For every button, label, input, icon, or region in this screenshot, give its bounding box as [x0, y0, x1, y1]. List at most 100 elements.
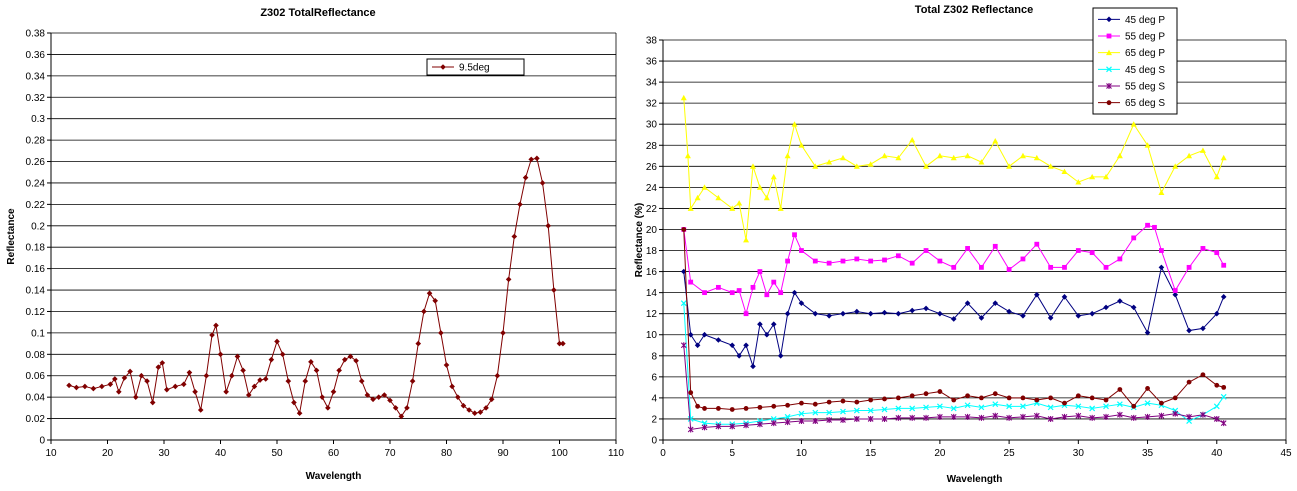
data-point — [923, 404, 929, 411]
y-tick-label: 30 — [646, 120, 658, 131]
data-point — [812, 409, 819, 416]
data-point — [840, 408, 846, 415]
x-tick-label: 80 — [441, 448, 453, 459]
data-point — [1061, 294, 1068, 300]
data-point — [116, 389, 122, 395]
data-point — [826, 260, 832, 266]
data-point — [370, 396, 376, 403]
y-tick-label: 12 — [646, 309, 658, 320]
data-point — [1020, 403, 1026, 410]
data-point — [978, 159, 985, 165]
data-point — [308, 359, 314, 365]
series-3 — [680, 94, 1227, 243]
y-tick-label: 0.38 — [26, 29, 46, 40]
y-tick-label: 0.18 — [26, 243, 46, 254]
data-point — [785, 258, 790, 264]
data-point — [680, 300, 687, 307]
x-tick-label: 10 — [45, 448, 57, 459]
data-point — [923, 163, 930, 169]
series-1 — [66, 155, 566, 420]
data-point — [798, 142, 805, 148]
data-point — [1075, 248, 1081, 253]
data-point — [262, 376, 269, 382]
data-point — [409, 378, 416, 384]
data-point — [172, 383, 179, 390]
y-tick-label: 0 — [651, 436, 657, 447]
chart-title: Z302 TotalReflectance — [260, 7, 375, 19]
data-point — [381, 392, 388, 398]
data-point — [336, 367, 342, 374]
data-point — [743, 342, 749, 349]
data-point — [1130, 121, 1137, 127]
y-tick-label: 8 — [651, 351, 657, 362]
data-point — [1200, 372, 1206, 378]
data-point — [1103, 304, 1109, 311]
data-point — [950, 413, 957, 420]
data-point — [895, 395, 901, 401]
data-point — [680, 342, 687, 349]
data-point — [937, 258, 943, 264]
data-point — [1103, 264, 1109, 270]
data-point — [729, 290, 735, 296]
data-point — [965, 246, 970, 251]
data-point — [882, 257, 887, 263]
x-tick-label: 5 — [729, 448, 735, 459]
data-point — [556, 340, 563, 347]
data-point — [1033, 412, 1040, 419]
x-tick-label: 70 — [384, 448, 396, 459]
data-point — [460, 402, 467, 409]
data-point — [73, 384, 80, 391]
data-point — [545, 222, 551, 229]
data-point — [826, 159, 833, 165]
data-point — [854, 256, 860, 262]
y-tick-label: 0.32 — [26, 93, 46, 104]
data-point — [1075, 312, 1082, 319]
x-tick-label: 30 — [1073, 448, 1085, 459]
legend-marker — [1106, 100, 1112, 106]
data-point — [1075, 403, 1082, 410]
data-point — [684, 152, 691, 159]
data-point — [749, 163, 756, 169]
data-point — [107, 381, 114, 388]
data-point — [771, 279, 777, 285]
data-point — [799, 400, 804, 406]
data-point — [438, 330, 444, 336]
data-point — [895, 414, 902, 421]
data-point — [1220, 154, 1227, 161]
data-point — [743, 311, 749, 317]
data-point — [1006, 403, 1013, 410]
data-point — [99, 383, 105, 390]
data-point — [798, 418, 805, 425]
data-point — [909, 405, 916, 412]
data-point — [964, 300, 971, 306]
data-point — [358, 378, 365, 384]
data-point — [449, 383, 455, 390]
chart-2: Total Z302 Reflectance024681012141618202… — [634, 4, 1292, 485]
x-tick-label: 35 — [1142, 448, 1154, 459]
data-point — [551, 287, 557, 293]
data-point — [398, 413, 405, 420]
series-line — [68, 157, 563, 418]
data-point — [750, 363, 756, 370]
legend-label: 65 deg P — [1125, 48, 1165, 59]
data-point — [688, 279, 694, 285]
data-point — [964, 413, 971, 420]
data-point — [296, 410, 303, 417]
data-point — [992, 300, 999, 306]
data-point — [1172, 395, 1178, 401]
data-point — [1006, 414, 1012, 421]
data-point — [522, 174, 529, 181]
data-point — [867, 310, 874, 317]
x-tick-label: 100 — [551, 448, 568, 459]
data-point — [923, 414, 929, 421]
legend-box — [426, 58, 525, 76]
data-point — [756, 184, 763, 190]
data-point — [764, 292, 770, 298]
data-point — [687, 426, 694, 433]
data-point — [1061, 413, 1068, 420]
y-tick-label: 4 — [651, 393, 657, 404]
data-point — [1186, 152, 1193, 159]
data-point — [517, 201, 523, 208]
data-point — [736, 200, 743, 206]
